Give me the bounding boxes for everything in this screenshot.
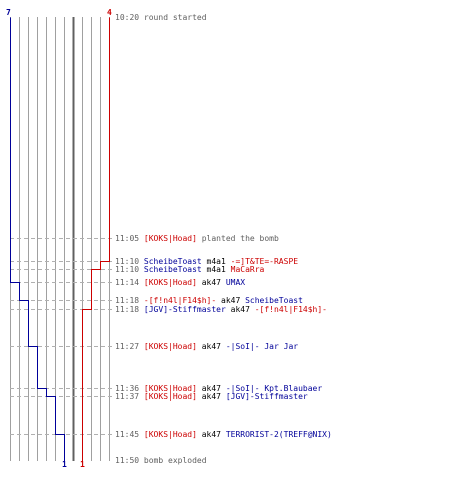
event-row: 10:20 round started: [115, 13, 207, 22]
player-name-blue: -|SoI|- Kpt.Blaubaer: [225, 384, 323, 393]
player-name-red: [KOKS|Hoad]: [143, 278, 197, 287]
red-team-start-count: 4: [107, 8, 112, 17]
event-row: 11:27 [KOKS|Hoad] ak47 -|SoI|- Jar Jar: [115, 342, 298, 351]
event-time: 11:05: [115, 234, 140, 243]
event-time: 11:18: [115, 305, 140, 314]
player-name-red: -=]T&TE=-RASPE: [230, 257, 299, 266]
weapon-name: ak47: [230, 305, 250, 314]
blue-team-alive-line: [10, 17, 65, 462]
event-dashed-lines: [10, 238, 113, 435]
player-name-red: -[f!n4l|F14$h]-: [254, 305, 327, 314]
player-name-blue: ScheibeToast: [143, 257, 202, 266]
player-name-red: -[f!n4l|F14$h]-: [143, 296, 217, 305]
event-row: 11:14 [KOKS|Hoad] ak47 UMAX: [115, 278, 245, 287]
player-name-blue: UMAX: [225, 278, 246, 287]
weapon-name: ak47: [201, 392, 221, 401]
event-time: 11:10: [115, 265, 140, 274]
event-row: 11:18 [JGV]-Stiffmaster ak47 -[f!n4l|F14…: [115, 305, 327, 314]
player-name-blue: ScheibeToast: [143, 265, 202, 274]
event-time: 11:14: [115, 278, 140, 287]
event-time: 10:20: [115, 13, 140, 22]
player-name-red: [KOKS|Hoad]: [143, 342, 197, 351]
event-time: 11:36: [115, 384, 140, 393]
event-row: 11:36 [KOKS|Hoad] ak47 -|SoI|- Kpt.Blaub…: [115, 384, 322, 393]
event-row: 11:50 bomb exploded: [115, 456, 207, 465]
event-time: 11:10: [115, 257, 140, 266]
blue-team-start-count: 7: [6, 8, 11, 17]
event-time: 11:50: [115, 456, 140, 465]
player-name-red: [KOKS|Hoad]: [143, 392, 197, 401]
event-time: 11:27: [115, 342, 140, 351]
player-name-red: [KOKS|Hoad]: [143, 384, 197, 393]
player-name-blue: TERRORIST-2(TREFF@NIX): [225, 430, 332, 439]
player-name-red: [KOKS|Hoad]: [143, 234, 197, 243]
weapon-name: ak47: [201, 430, 221, 439]
weapon-name: m4a1: [206, 265, 226, 274]
event-row: 11:10 ScheibeToast m4a1 MaCaRra: [115, 265, 264, 274]
red-team-end-count: 1: [80, 460, 85, 469]
event-row: 11:18 -[f!n4l|F14$h]- ak47 ScheibeToast: [115, 296, 303, 305]
weapon-name: ak47: [201, 342, 221, 351]
red-team-alive-line: [82, 17, 110, 462]
event-text: bomb exploded: [143, 456, 207, 465]
event-text: planted the bomb: [201, 234, 279, 243]
event-time: 11:45: [115, 430, 140, 439]
player-name-blue: [JGV]-Stiffmaster: [143, 305, 226, 314]
player-name-red: MaCaRra: [230, 265, 265, 274]
event-text: round started: [143, 13, 207, 22]
weapon-name: ak47: [201, 384, 221, 393]
weapon-name: m4a1: [206, 257, 226, 266]
player-name-blue: [JGV]-Stiffmaster: [225, 392, 308, 401]
event-row: 11:45 [KOKS|Hoad] ak47 TERRORIST-2(TREFF…: [115, 430, 332, 439]
event-time: 11:18: [115, 296, 140, 305]
event-row: 11:10 ScheibeToast m4a1 -=]T&TE=-RASPE: [115, 257, 298, 266]
event-row: 11:37 [KOKS|Hoad] ak47 [JGV]-Stiffmaster: [115, 392, 308, 401]
team-step-lines: [10, 17, 110, 462]
weapon-name: ak47: [221, 296, 241, 305]
player-name-red: [KOKS|Hoad]: [143, 430, 197, 439]
player-name-blue: ScheibeToast: [245, 296, 303, 305]
weapon-name: ak47: [201, 278, 221, 287]
blue-team-end-count: 1: [62, 460, 67, 469]
player-name-blue: -|SoI|- Jar Jar: [225, 342, 299, 351]
event-row: 11:05 [KOKS|Hoad] planted the bomb: [115, 234, 279, 243]
event-time: 11:37: [115, 392, 140, 401]
